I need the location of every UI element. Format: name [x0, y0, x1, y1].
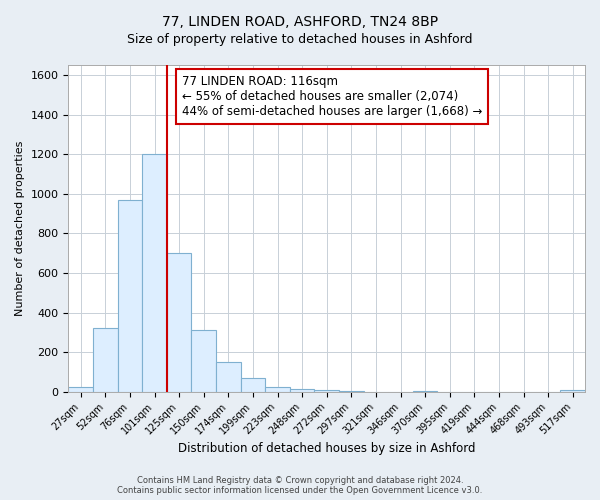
Bar — [142, 154, 167, 392]
Bar — [118, 200, 142, 392]
Bar — [560, 390, 585, 392]
X-axis label: Distribution of detached houses by size in Ashford: Distribution of detached houses by size … — [178, 442, 475, 455]
Text: Size of property relative to detached houses in Ashford: Size of property relative to detached ho… — [127, 32, 473, 46]
Bar — [167, 253, 191, 392]
Bar — [339, 390, 364, 392]
Text: Contains HM Land Registry data © Crown copyright and database right 2024.
Contai: Contains HM Land Registry data © Crown c… — [118, 476, 482, 495]
Bar — [314, 390, 339, 392]
Bar — [68, 387, 93, 392]
Bar — [216, 362, 241, 392]
Text: 77, LINDEN ROAD, ASHFORD, TN24 8BP: 77, LINDEN ROAD, ASHFORD, TN24 8BP — [162, 15, 438, 29]
Bar — [413, 390, 437, 392]
Bar — [241, 378, 265, 392]
Text: 77 LINDEN ROAD: 116sqm
← 55% of detached houses are smaller (2,074)
44% of semi-: 77 LINDEN ROAD: 116sqm ← 55% of detached… — [182, 75, 482, 118]
Bar — [290, 390, 314, 392]
Bar — [265, 387, 290, 392]
Y-axis label: Number of detached properties: Number of detached properties — [15, 140, 25, 316]
Bar — [93, 328, 118, 392]
Bar — [191, 330, 216, 392]
